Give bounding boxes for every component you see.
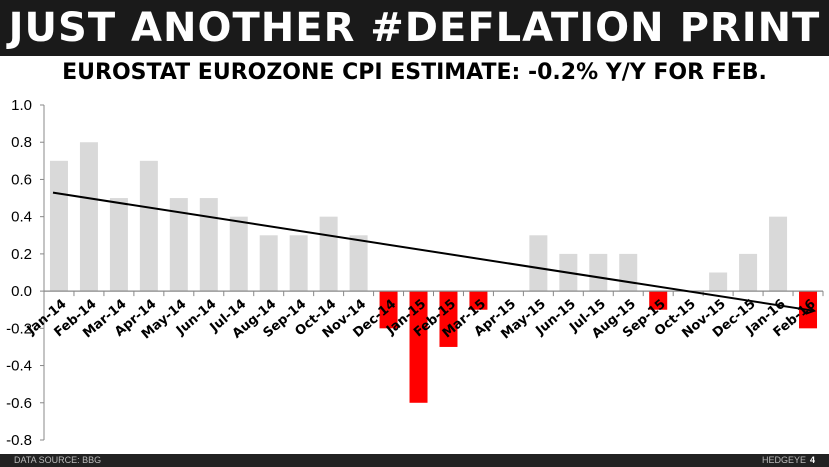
y-tick-label: -0.6 [6, 395, 32, 412]
bar [349, 235, 368, 292]
bar [439, 291, 458, 347]
bar [709, 272, 728, 292]
bar [289, 235, 308, 292]
y-tick-label: -0.2 [6, 320, 32, 337]
brand-name: HEDGEYE [761, 455, 806, 465]
bar [109, 198, 128, 292]
y-tick-label: 0.8 [11, 134, 32, 151]
data-source: DATA SOURCE: BBG [14, 455, 102, 465]
bar [49, 160, 68, 292]
headline: JUST ANOTHER #DEFLATION PRINT [8, 5, 821, 51]
bar [739, 253, 758, 292]
chart-title: EUROSTAT EUROZONE CPI ESTIMATE: -0.2% Y/… [62, 60, 767, 85]
bar [79, 142, 98, 292]
page-number: 4 [809, 455, 815, 465]
bar [529, 235, 548, 292]
bar [229, 216, 248, 292]
bar [649, 291, 668, 310]
bar [619, 253, 638, 292]
bar [319, 216, 338, 292]
trendline [52, 191, 815, 312]
y-tick-label: 1.0 [11, 97, 32, 114]
y-tick-label: 0.4 [11, 209, 32, 226]
footer-bar: DATA SOURCE: BBG HEDGEYE 4 [0, 454, 829, 467]
brand: HEDGEYE 4 [762, 455, 815, 465]
bar [379, 291, 398, 329]
bar [259, 235, 278, 292]
bar [589, 253, 608, 292]
bar [409, 291, 428, 403]
bar [769, 216, 788, 292]
bar [469, 291, 488, 310]
y-tick-label: -0.8 [6, 432, 32, 449]
bar [139, 160, 158, 292]
y-tick-label: 0.0 [11, 283, 32, 300]
title-banner: JUST ANOTHER #DEFLATION PRINT [0, 0, 829, 56]
trendline-arrow-icon [805, 304, 817, 315]
y-tick-label: 0.6 [11, 171, 32, 188]
bar [169, 198, 188, 292]
y-tick-label: -0.4 [6, 358, 32, 375]
bar [199, 198, 218, 292]
y-tick-label: 0.2 [11, 246, 32, 263]
